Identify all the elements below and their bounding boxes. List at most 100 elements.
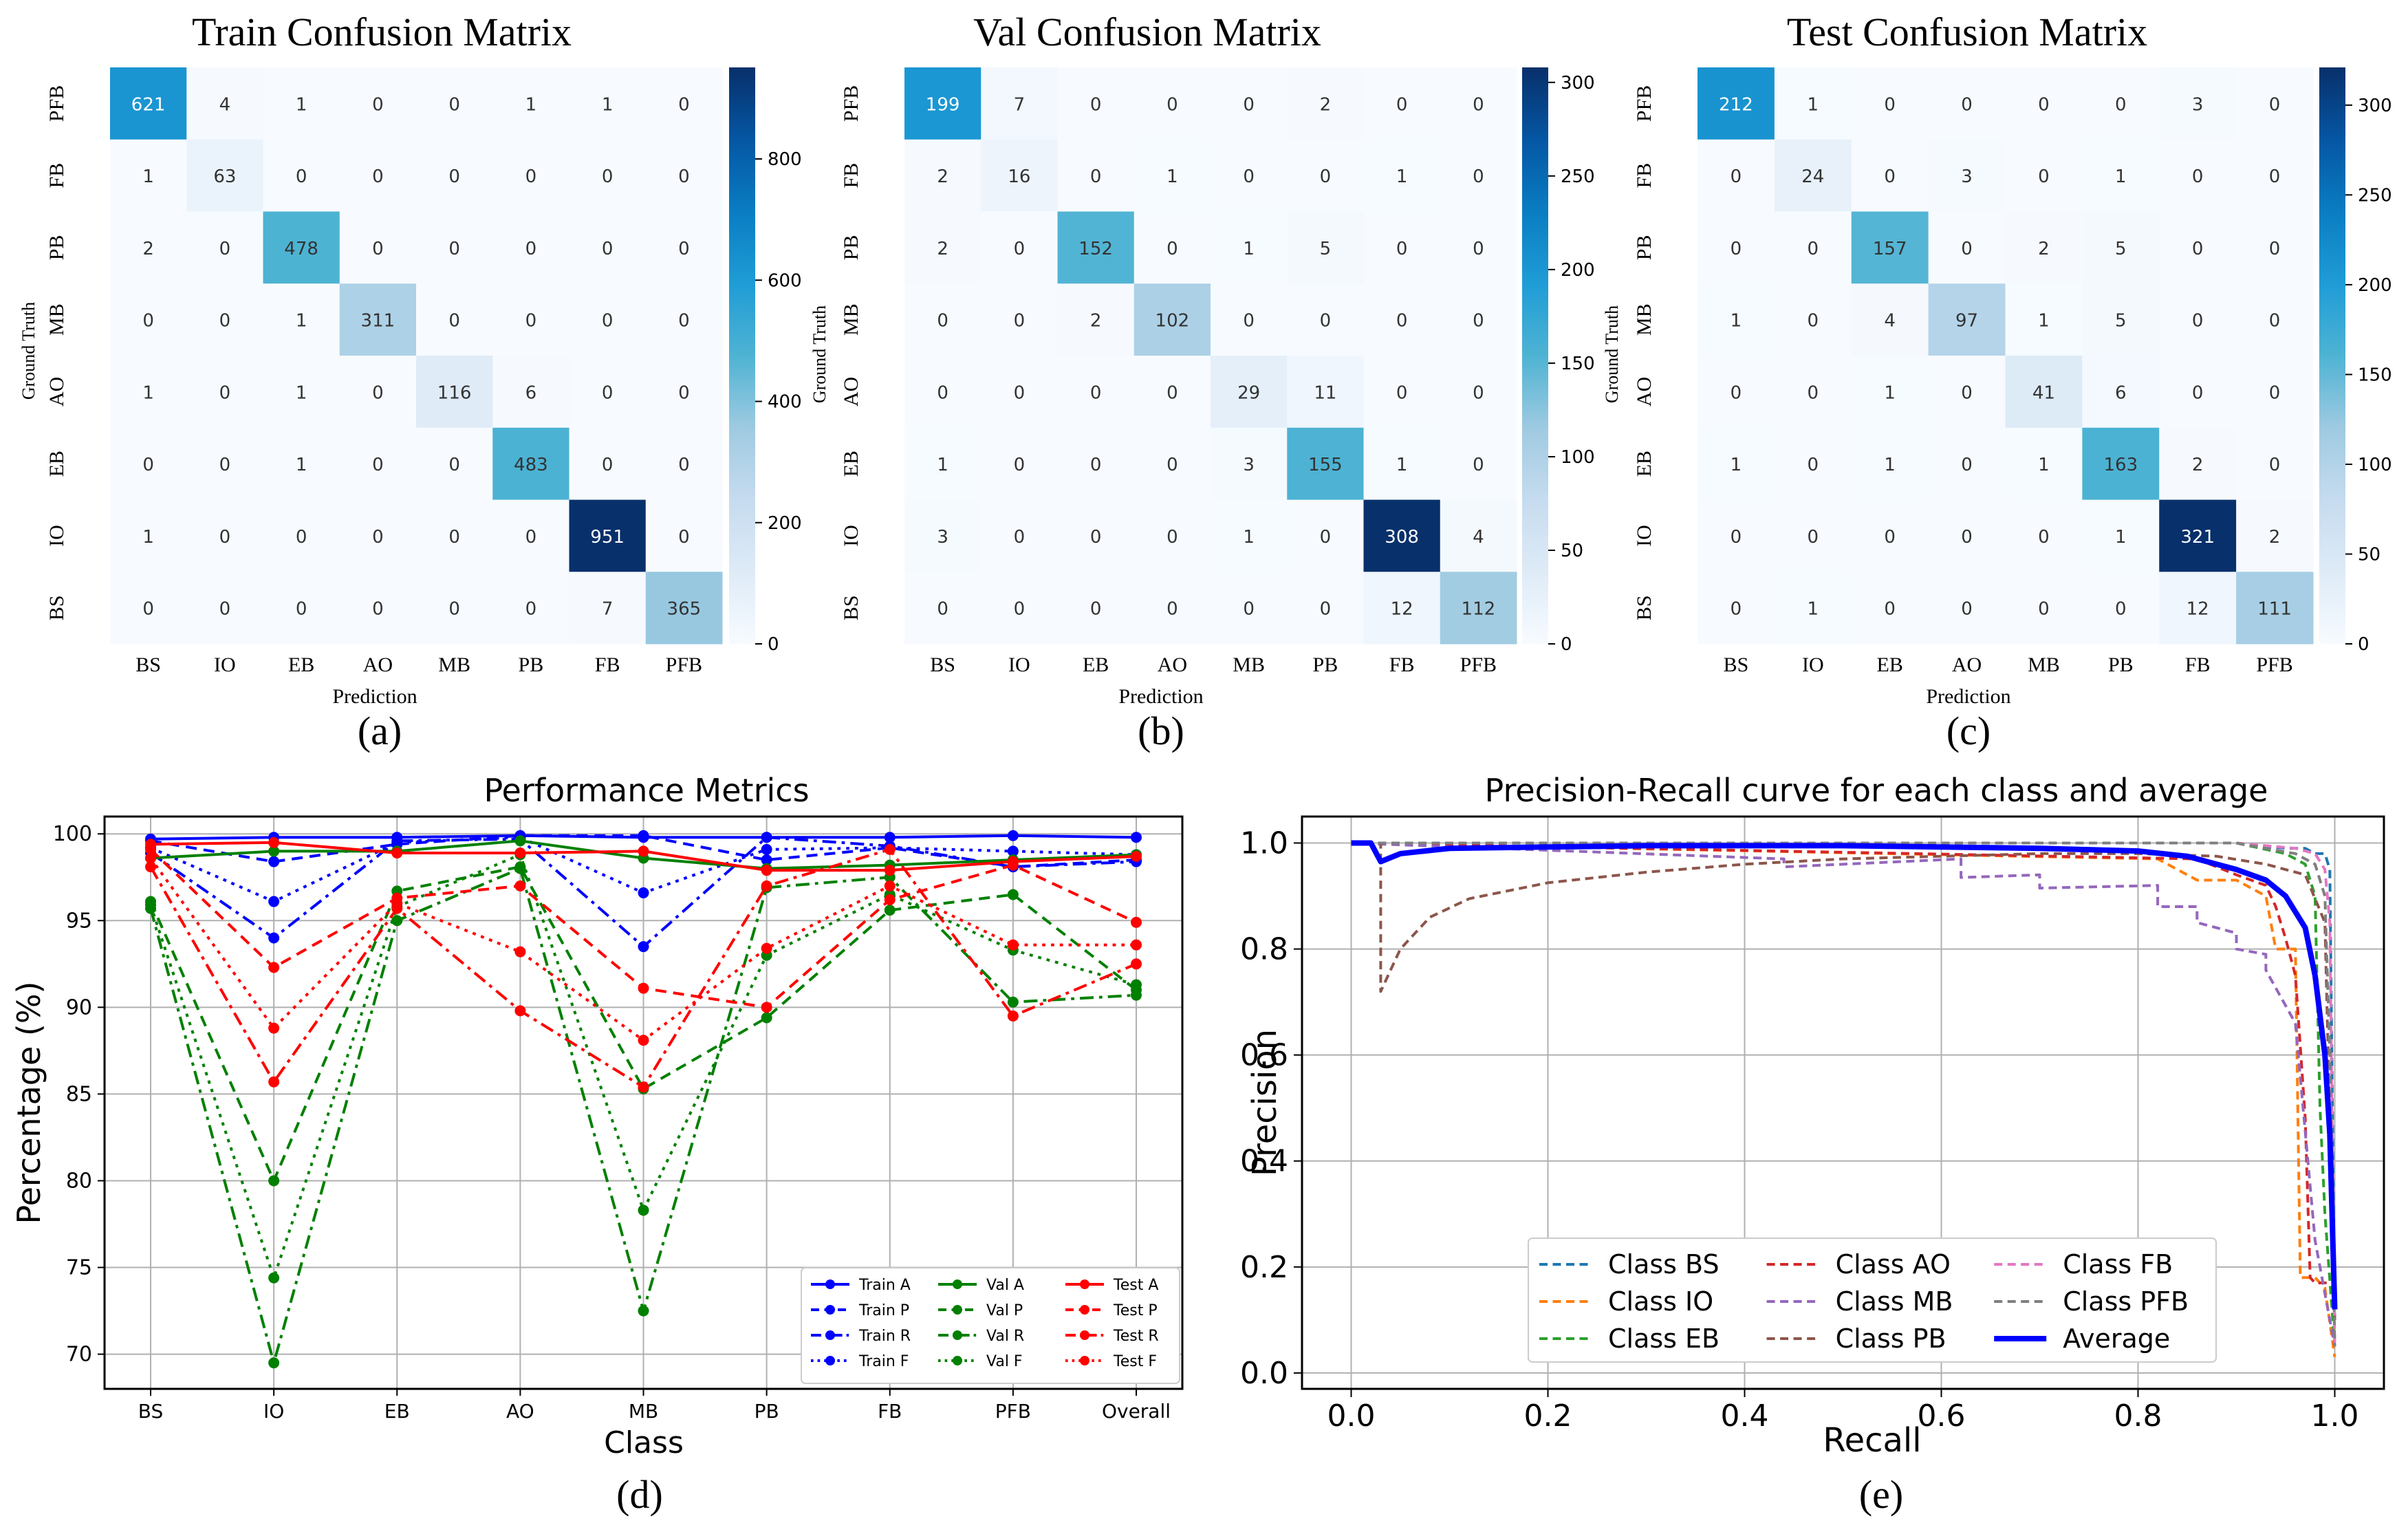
panel-d-legend: Train A Train P Train R Train F Val A Val P Va… — [801, 1267, 1180, 1384]
cm-a-value-r6-c5: 0 — [525, 527, 537, 548]
panel-a-train-confusion: Train Confusion Matrix 621 4 1 0 0 1 1 01 63 0 0 0 0… — [19, 10, 802, 753]
cm-c-cell-r1-c2 — [1851, 139, 1929, 212]
d-point-test-p-7 — [1007, 859, 1019, 871]
cm-a-value-r2-c4: 0 — [448, 239, 460, 259]
d-legend-marker-train-a — [825, 1279, 835, 1289]
d-point-test-f-4 — [638, 1035, 649, 1046]
cm-c-cell-r5-c1 — [1774, 427, 1852, 500]
cm-b-value-r6-c5: 0 — [1320, 527, 1332, 548]
cm-c-value-r1-c6: 0 — [2192, 166, 2204, 187]
e-xtick-0.4: 0.4 — [1721, 1398, 1769, 1434]
cm-c-cell-r0-c5 — [2082, 67, 2160, 140]
cm-c-cell-r4-c5 — [2082, 356, 2160, 429]
cm-c-value-r2-c0: 0 — [1731, 239, 1742, 259]
cm-c-value-r4-c0: 0 — [1731, 382, 1742, 403]
e-curve-class-io — [1351, 841, 2336, 1358]
d-point-train-f-1 — [268, 896, 280, 907]
cm-b-xtick-IO: IO — [1008, 654, 1030, 676]
cm-b-cell-r1-c3 — [1134, 139, 1211, 212]
cm-a-value-r6-c4: 0 — [448, 527, 460, 548]
cm-a-cell-r5-c5 — [492, 427, 570, 500]
cm-b-cell-r1-c0 — [904, 139, 981, 212]
cm-c-cell-r0-c6 — [2159, 67, 2237, 140]
e-ytick-1: 1.0 — [1240, 826, 1288, 861]
cb-c-ticklabel-300: 300 — [2358, 96, 2392, 116]
cm-b-value-r2-c6: 0 — [1396, 239, 1408, 259]
cm-b-value-r1-c0: 2 — [937, 166, 948, 187]
d-point-test-a-3 — [514, 847, 526, 858]
cm-a-value-r3-c0: 0 — [142, 311, 154, 332]
cm-c-value-r7-c0: 0 — [1731, 599, 1742, 620]
cm-c-cell-r5-c7 — [2236, 427, 2314, 500]
cm-c-value-r4-c7: 0 — [2269, 382, 2281, 403]
cm-b-cell-r7-c2 — [1057, 572, 1135, 645]
cm-a-cell-r2-c7 — [645, 211, 723, 284]
panel-c-label: (c) — [1946, 709, 1991, 753]
cm-b-cell-r0-c4 — [1211, 67, 1288, 140]
cm-a-value-r7-c3: 0 — [372, 599, 384, 620]
cm-c-value-r6-c4: 0 — [2038, 527, 2050, 548]
cm-c-cell-r0-c3 — [1928, 67, 2006, 140]
cm-b-value-r6-c3: 0 — [1167, 527, 1178, 548]
cm-a-value-r1-c2: 0 — [296, 166, 307, 187]
d-point-train-a-6 — [884, 832, 896, 843]
cm-c-value-r7-c4: 0 — [2038, 599, 2050, 620]
cm-a-cell-r7-c0 — [110, 572, 187, 645]
d-point-test-p-3 — [514, 880, 526, 892]
cb-c-ticklabel-50: 50 — [2358, 544, 2380, 565]
cm-a-cell-r4-c0 — [110, 356, 187, 429]
panel-e-ylabel: Precision — [1246, 1029, 1284, 1176]
cm-c-value-r0-c6: 3 — [2192, 94, 2204, 115]
cm-b-value-r1-c5: 0 — [1320, 166, 1332, 187]
cb-c-ticklabel-100: 100 — [2358, 455, 2392, 475]
cm-a-cell-r7-c3 — [339, 572, 417, 645]
e-legend-label-class-fb: Class FB — [2063, 1249, 2173, 1279]
cm-b-cell-r0-c2 — [1057, 67, 1135, 140]
cm-b-value-r3-c4: 0 — [1243, 311, 1255, 332]
cm-c-value-r2-c2: 157 — [1873, 239, 1907, 259]
cm-b-value-r7-c5: 0 — [1320, 599, 1332, 620]
cm-c-value-r7-c1: 1 — [1808, 599, 1819, 620]
cm-b-value-r6-c7: 4 — [1473, 527, 1484, 548]
e-xtick-0.2: 0.2 — [1524, 1398, 1572, 1434]
d-point-test-f-5 — [761, 942, 772, 954]
d-point-test-p-1 — [268, 962, 280, 973]
cm-b-value-r0-c4: 0 — [1243, 94, 1255, 115]
cm-b-value-r5-c3: 0 — [1167, 455, 1178, 475]
cm-a-value-r3-c2: 1 — [296, 311, 307, 332]
d-legend-marker-train-f — [825, 1356, 835, 1365]
d-point-val-p-5 — [761, 1012, 772, 1024]
cm-c-cell-r6-c5 — [2082, 499, 2160, 572]
panel-a-colorbar — [729, 67, 755, 644]
d-legend-label-test-r: Test R — [1113, 1328, 1159, 1345]
cm-a-value-r3-c4: 0 — [448, 311, 460, 332]
cm-b-value-r0-c5: 2 — [1320, 94, 1332, 115]
d-point-val-r-1 — [268, 1357, 280, 1369]
d-legend-marker-val-f — [953, 1356, 962, 1365]
cm-a-value-r1-c0: 1 — [142, 166, 154, 187]
cm-c-cell-r3-c4 — [2005, 283, 2083, 356]
panel-d-title: Performance Metrics — [484, 772, 809, 809]
cm-a-cell-r4-c7 — [645, 356, 723, 429]
cm-b-ytick-FB: FB — [840, 163, 863, 188]
cm-b-value-r5-c4: 3 — [1243, 455, 1255, 475]
cm-c-value-r6-c2: 0 — [1884, 527, 1896, 548]
cm-a-ytick-PFB: PFB — [45, 85, 68, 122]
cm-c-cell-r0-c7 — [2236, 67, 2314, 140]
cm-c-cell-r0-c4 — [2005, 67, 2083, 140]
e-xtick-0: 0.0 — [1327, 1398, 1376, 1434]
cm-b-cell-r2-c7 — [1440, 211, 1517, 284]
cm-c-cell-r7-c6 — [2159, 572, 2237, 645]
cm-c-cell-r2-c5 — [2082, 211, 2160, 284]
cm-b-cell-r3-c7 — [1440, 283, 1517, 356]
cm-c-xtick-PFB: PFB — [2256, 654, 2292, 676]
cm-b-cell-r4-c3 — [1134, 356, 1211, 429]
e-legend-label-class-pfb: Class PFB — [2063, 1286, 2189, 1317]
cm-b-value-r3-c2: 2 — [1090, 311, 1102, 332]
cm-a-value-r4-c2: 1 — [296, 382, 307, 403]
d-point-val-r-2 — [391, 915, 403, 927]
cm-b-cell-r6-c5 — [1287, 499, 1364, 572]
cm-c-value-r1-c2: 0 — [1884, 166, 1896, 187]
cm-c-cell-r6-c3 — [1928, 499, 2006, 572]
